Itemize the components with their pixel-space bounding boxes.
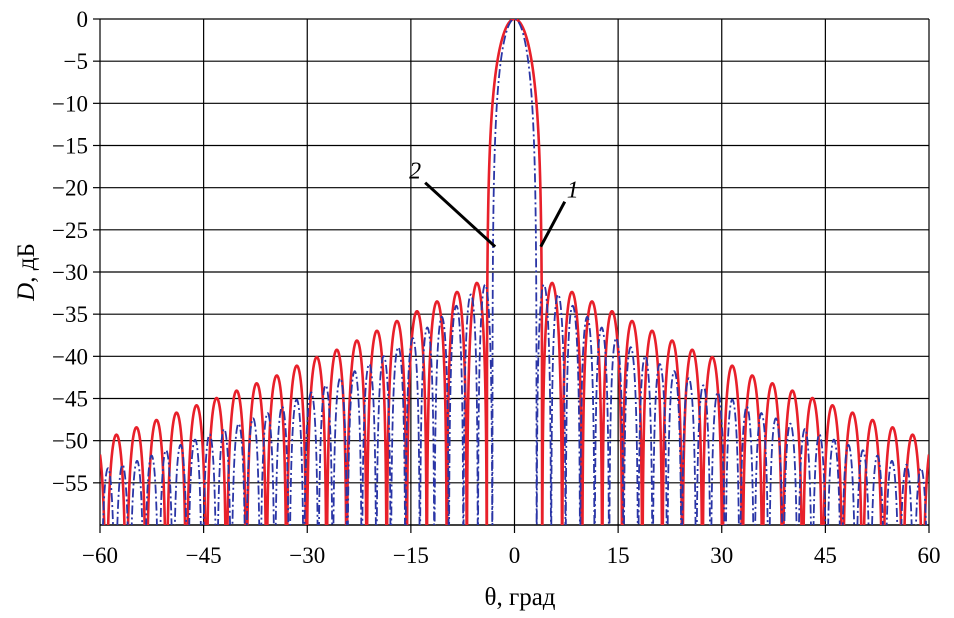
- x-tick-label: 30: [710, 543, 733, 568]
- y-tick-label: −25: [52, 218, 88, 243]
- y-axis-title: D, дБ: [13, 243, 40, 302]
- y-tick-label: 0: [77, 7, 89, 32]
- y-tick-label: −5: [64, 49, 88, 74]
- annotation-label-1: 1: [567, 178, 579, 204]
- annotations: 12: [409, 159, 579, 248]
- curves: [100, 19, 929, 525]
- x-tick-label: 0: [509, 543, 521, 568]
- x-tick-label: 45: [814, 543, 837, 568]
- y-tick-label: −55: [52, 471, 88, 496]
- y-tick-label: −15: [52, 134, 88, 159]
- series-2-line: [102, 19, 927, 525]
- y-tick-label: −50: [52, 429, 88, 454]
- x-tick-label: −30: [289, 543, 325, 568]
- y-tick-label: −35: [52, 302, 88, 327]
- x-tick-label: −45: [186, 543, 222, 568]
- annotation-label-2: 2: [409, 159, 421, 185]
- annotation-leader-2: [424, 181, 497, 248]
- tick-labels: −60 −45 −30 −15 0 15 30 45 60 0 −5 −10 −15 −20 −25 −30 −…: [52, 7, 940, 568]
- series-1-line: [100, 19, 929, 525]
- x-tick-label: 15: [607, 543, 630, 568]
- grid: [93, 18, 930, 533]
- y-tick-label: −20: [52, 176, 88, 201]
- x-axis-title: θ, град: [484, 584, 555, 611]
- y-tick-label: −30: [52, 260, 88, 285]
- y-tick-label: −45: [52, 387, 88, 412]
- y-tick-label: −40: [52, 344, 88, 369]
- x-tick-label: −60: [82, 543, 118, 568]
- y-tick-label: −10: [52, 91, 88, 116]
- x-tick-label: 60: [918, 543, 941, 568]
- y-axis-title-unit: , дБ: [13, 243, 40, 283]
- y-axis-title-symbol: D: [13, 283, 40, 302]
- x-tick-label: −15: [393, 543, 429, 568]
- annotation-leader-1: [539, 200, 567, 248]
